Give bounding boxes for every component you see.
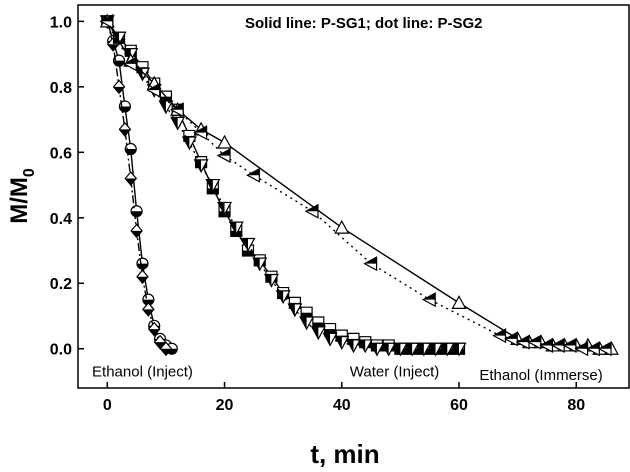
data-point-fill: [563, 338, 576, 346]
data-point: [334, 219, 350, 234]
data-point-fill: [136, 263, 148, 270]
tick-layer: 0 20 40 60 80 0.0 0.2 0.4 0.6 0.8 1.0: [50, 14, 585, 414]
data-point-fill: [154, 342, 166, 349]
data-point-fill: [112, 32, 120, 45]
data-point-fill: [147, 83, 160, 91]
data-point-fill: [370, 343, 377, 356]
y-axis-title: M/M0: [6, 168, 38, 224]
annotation-label: Ethanol (Inject): [92, 364, 193, 381]
data-point-fill: [247, 168, 260, 176]
data-point-fill: [452, 343, 460, 356]
data-point-fill: [131, 211, 143, 217]
data-point-fill: [113, 86, 125, 94]
x-tick-label: 80: [567, 397, 585, 414]
data-point-fill: [276, 290, 284, 303]
data-point-fill: [100, 14, 113, 22]
data-point-fill: [218, 202, 225, 215]
data-point-fill: [347, 339, 354, 352]
chart-note: Solid line: P-SG1; dot line: P-SG2: [245, 15, 483, 32]
data-point-fill: [528, 335, 541, 343]
data-point-fill: [253, 258, 260, 271]
data-point-fill: [505, 332, 518, 339]
annotation-label: Water (Inject): [350, 364, 439, 381]
data-point-fill: [323, 333, 331, 346]
data-point: [451, 295, 467, 309]
data-point-fill: [423, 293, 436, 300]
data-point-fill: [125, 178, 137, 185]
y-tick-label: 0.4: [50, 211, 72, 228]
data-point-fill: [159, 100, 166, 113]
x-tick-label: 20: [216, 397, 234, 414]
y-tick-label: 0.2: [50, 276, 72, 293]
data-point-fill: [171, 103, 184, 110]
series-layer: [99, 13, 619, 357]
x-tick-label: 40: [333, 397, 351, 414]
data-point-fill: [171, 117, 178, 130]
y-axis-title-main: M/M: [6, 177, 33, 224]
data-point-fill: [148, 329, 160, 336]
y-tick-label: 0.8: [50, 80, 72, 97]
x-axis-title: t, min: [310, 439, 379, 469]
data-point-fill: [242, 250, 254, 257]
data-point-fill: [393, 343, 401, 356]
data-point-fill: [575, 342, 588, 349]
y-tick-label: 0.6: [50, 145, 72, 162]
y-axis-title-subscript: 0: [21, 168, 38, 177]
data-point-fill: [264, 274, 272, 287]
data-point-fill: [136, 276, 148, 284]
data-point-fill: [364, 257, 377, 264]
data-point-fill: [107, 44, 119, 51]
data-point-fill: [599, 342, 612, 349]
data-point-fill: [119, 129, 131, 136]
series-4: [99, 13, 619, 355]
annotation-label: Ethanol (Immerse): [479, 367, 602, 384]
data-point-fill: [311, 326, 319, 339]
data-point-fill: [305, 204, 318, 212]
data-point-fill: [516, 335, 529, 343]
annotation-layer: Ethanol (Inject) Water (Inject) Ethanol (I…: [92, 364, 603, 384]
x-tick-label: 0: [103, 397, 112, 414]
x-tick-label: 60: [450, 397, 468, 414]
data-point-fill: [218, 149, 231, 156]
y-tick-label: 0.0: [50, 342, 72, 359]
data-point-fill: [194, 126, 207, 133]
plot-frame: [77, 4, 630, 389]
series-5: [99, 13, 612, 357]
data-point-fill: [124, 57, 137, 64]
data-point-fill: [587, 342, 600, 349]
series-line: [106, 21, 606, 350]
data-point-fill: [229, 222, 237, 235]
data-point-fill: [493, 329, 506, 336]
data-point-fill: [160, 348, 172, 356]
data-point: [217, 134, 233, 149]
series-line: [106, 21, 612, 350]
data-point-fill: [131, 230, 143, 238]
data-point-fill: [335, 336, 342, 349]
data-point-fill: [142, 309, 154, 316]
data-point-fill: [540, 338, 553, 346]
data-point-fill: [194, 159, 202, 172]
series-1: [101, 13, 173, 357]
data-point-fill: [429, 343, 436, 356]
data-point-fill: [552, 338, 565, 346]
y-tick-label: 1.0: [50, 14, 72, 31]
